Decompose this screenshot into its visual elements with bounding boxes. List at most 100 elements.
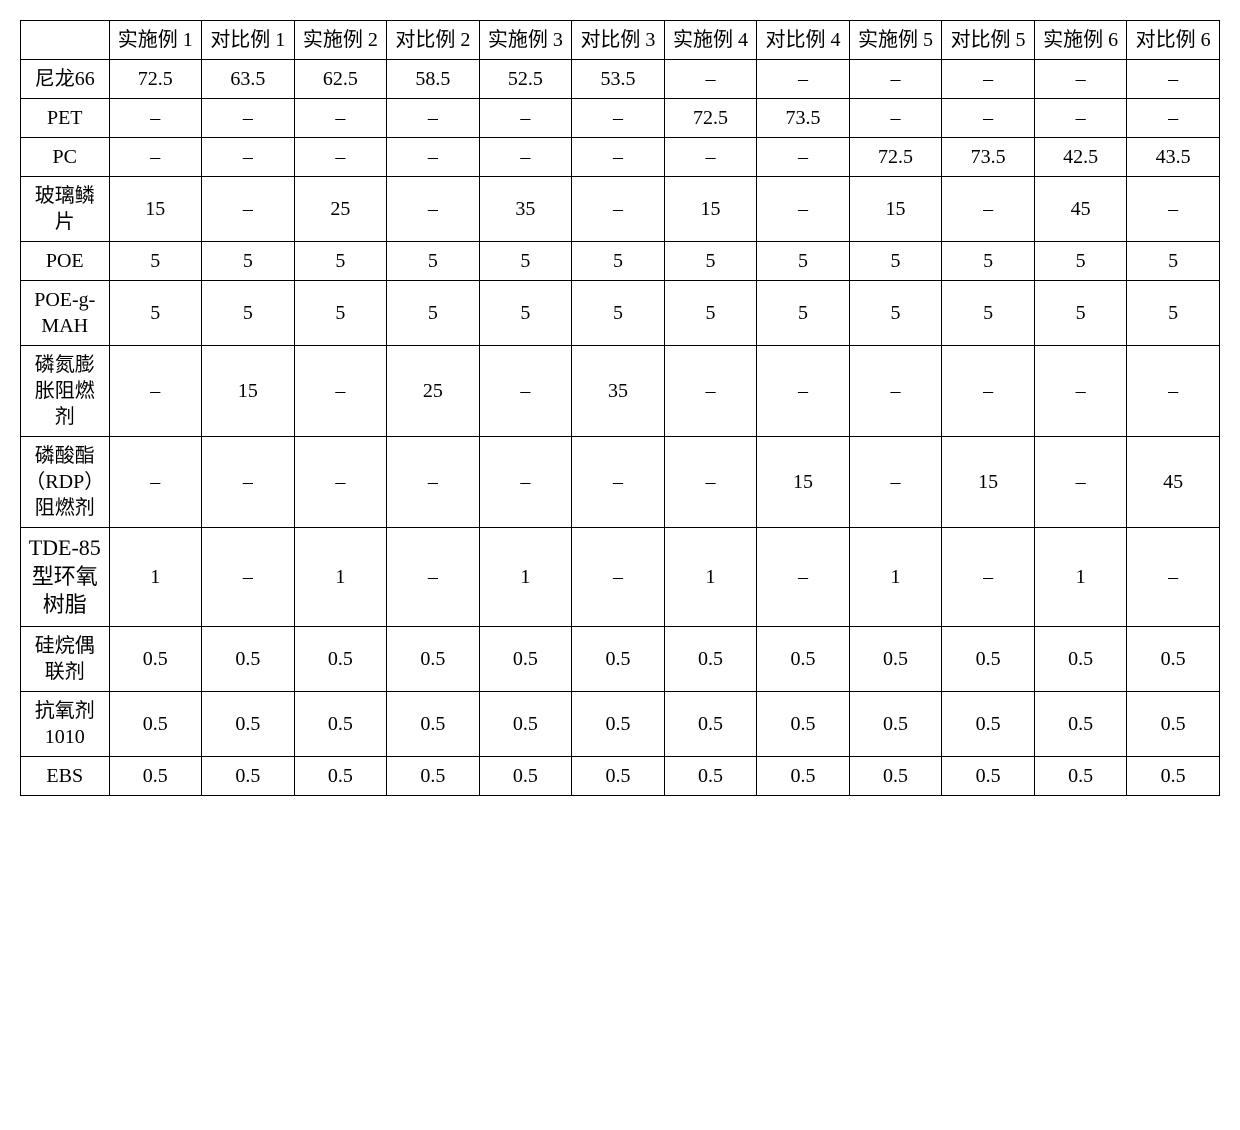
cell: 0.5 [1127,691,1220,756]
cell: – [1127,177,1220,242]
row-label: 尼龙66 [21,60,110,99]
cell: 0.5 [479,691,572,756]
cell: – [849,346,942,437]
col-header: 实施例 2 [294,21,387,60]
col-header: 实施例 5 [849,21,942,60]
cell: 0.5 [479,756,572,795]
cell: – [942,60,1035,99]
cell: – [942,177,1035,242]
cell: 0.5 [757,691,850,756]
cell: 5 [664,281,757,346]
cell: 73.5 [942,138,1035,177]
cell: 0.5 [572,626,665,691]
cell: 0.5 [479,626,572,691]
cell: – [202,177,295,242]
cell: – [109,346,202,437]
cell: 0.5 [294,756,387,795]
col-header: 对比例 3 [572,21,665,60]
cell: 5 [387,242,480,281]
col-header: 对比例 4 [757,21,850,60]
cell: 5 [109,281,202,346]
table-row: EBS0.50.50.50.50.50.50.50.50.50.50.50.5 [21,756,1220,795]
table-row: 磷氮膨胀阻燃剂–15–25–35–––––– [21,346,1220,437]
cell: 0.5 [1034,626,1127,691]
row-label: POE-g-MAH [21,281,110,346]
cell: 1 [849,528,942,627]
table-row: PC––––––––72.573.542.543.5 [21,138,1220,177]
cell: – [849,99,942,138]
cell: – [387,177,480,242]
cell: – [664,138,757,177]
cell: 0.5 [757,756,850,795]
cell: – [664,60,757,99]
cell: 0.5 [849,626,942,691]
row-label: PC [21,138,110,177]
table-body: 尼龙6672.563.562.558.552.553.5––––––PET–––… [21,60,1220,796]
cell: – [294,99,387,138]
row-label: 磷氮膨胀阻燃剂 [21,346,110,437]
table-header: 实施例 1对比例 1实施例 2对比例 2实施例 3对比例 3实施例 4对比例 4… [21,21,1220,60]
cell: 0.5 [387,756,480,795]
col-header-blank [21,21,110,60]
cell: – [202,99,295,138]
cell: – [479,138,572,177]
table-row: 抗氧剂10100.50.50.50.50.50.50.50.50.50.50.5… [21,691,1220,756]
cell: 5 [479,242,572,281]
cell: 0.5 [849,691,942,756]
col-header: 对比例 2 [387,21,480,60]
row-label: TDE-85型环氧树脂 [21,528,110,627]
col-header: 实施例 1 [109,21,202,60]
cell: 5 [387,281,480,346]
cell: 15 [202,346,295,437]
cell: 45 [1034,177,1127,242]
cell: 0.5 [202,756,295,795]
cell: 0.5 [1127,756,1220,795]
col-header: 实施例 3 [479,21,572,60]
col-header: 实施例 6 [1034,21,1127,60]
cell: 0.5 [202,691,295,756]
cell: – [479,99,572,138]
cell: 0.5 [109,691,202,756]
cell: 0.5 [664,691,757,756]
cell: 15 [109,177,202,242]
cell: – [664,346,757,437]
row-label: 玻璃鳞片 [21,177,110,242]
cell: 5 [849,242,942,281]
cell: 35 [572,346,665,437]
cell: – [757,138,850,177]
cell: – [109,99,202,138]
cell: 35 [479,177,572,242]
cell: 5 [109,242,202,281]
table-row: TDE-85型环氧树脂1–1–1–1–1–1– [21,528,1220,627]
cell: 5 [572,281,665,346]
row-label: PET [21,99,110,138]
cell: 43.5 [1127,138,1220,177]
cell: 0.5 [109,626,202,691]
cell: – [294,138,387,177]
cell: 45 [1127,437,1220,528]
cell: 72.5 [109,60,202,99]
cell: 25 [294,177,387,242]
cell: 0.5 [572,756,665,795]
cell: 0.5 [942,691,1035,756]
cell: – [757,177,850,242]
cell: 0.5 [849,756,942,795]
cell: 0.5 [387,626,480,691]
cell: 0.5 [109,756,202,795]
cell: – [757,528,850,627]
cell: 5 [572,242,665,281]
row-label: EBS [21,756,110,795]
cell: 5 [664,242,757,281]
cell: 42.5 [1034,138,1127,177]
cell: – [1034,99,1127,138]
cell: – [202,528,295,627]
cell: – [942,528,1035,627]
row-label: 磷酸酯（RDP）阻燃剂 [21,437,110,528]
cell: 0.5 [757,626,850,691]
table-row: PET––––––72.573.5–––– [21,99,1220,138]
cell: 5 [1034,242,1127,281]
cell: 0.5 [294,691,387,756]
cell: – [109,138,202,177]
cell: 0.5 [572,691,665,756]
cell: – [202,437,295,528]
